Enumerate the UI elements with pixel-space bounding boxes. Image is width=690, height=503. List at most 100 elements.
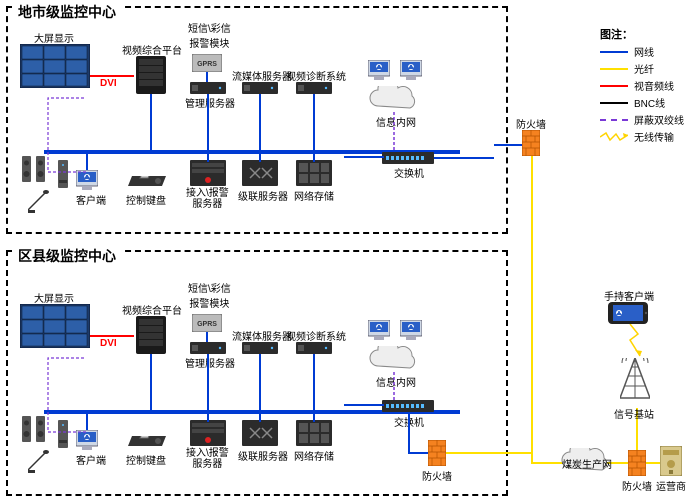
server-alarm-icon (190, 160, 226, 186)
net-drop (86, 154, 88, 170)
speakers-icon (22, 416, 45, 442)
net-drop (313, 94, 315, 150)
server-label: 流媒体服务器 (232, 328, 292, 343)
net-drop (150, 354, 152, 410)
firewall-label: 防火墙 (516, 116, 546, 131)
net-drop (313, 354, 315, 410)
net-drop (86, 414, 88, 430)
server-label: 级联服务器 (238, 188, 288, 203)
basestation-icon (620, 358, 650, 404)
server-cascade-icon (242, 420, 278, 446)
screenwall-label: 大屏显示 (34, 30, 74, 45)
intranet-label: 信息内网 (376, 114, 416, 129)
legend-item: 屏蔽双绞线 (600, 112, 684, 127)
intranet-label: 信息内网 (376, 374, 416, 389)
platform-label: 视频综合平台 (122, 302, 182, 317)
operator-icon (660, 446, 682, 476)
mobile-label: 手持客户端 (604, 288, 654, 303)
dvi-label: DVI (100, 338, 117, 349)
server-icon (296, 82, 332, 94)
sms-label: 短信\彩信 报警模块 (188, 20, 231, 50)
shielded-line (392, 372, 396, 402)
net-bus (344, 404, 384, 406)
net-drop (259, 354, 261, 410)
mic-icon (28, 450, 50, 474)
pc-icon (368, 60, 390, 80)
screenwall-label: 大屏显示 (34, 290, 74, 305)
cloud-icon (368, 86, 420, 114)
server-icon (242, 342, 278, 354)
gprs-icon (192, 314, 222, 332)
dvi-line (90, 75, 134, 77)
net-drop (207, 154, 209, 162)
legend: 图注： 网线 光纤 视音频线 BNC线 屏蔽双绞线 无线传输 (600, 26, 684, 146)
server-label: 级联服务器 (238, 448, 288, 463)
mobile-icon (608, 302, 648, 324)
net-drop (259, 154, 261, 162)
server-icon (242, 82, 278, 94)
net-drop (259, 94, 261, 150)
legend-item: 光纤 (600, 61, 684, 76)
speakers-icon (22, 156, 45, 182)
server-label: 接入\报警 服务器 (186, 448, 229, 470)
cloud-icon (368, 346, 420, 374)
storage-icon (296, 420, 332, 446)
coalnet-label: 煤炭生产网 (562, 456, 612, 471)
net-line (494, 144, 522, 146)
server-label: 网络存储 (294, 188, 334, 203)
fiber-line (531, 144, 533, 464)
legend-item: 网线 (600, 44, 684, 59)
net-line (408, 412, 410, 452)
server-cascade-icon (242, 160, 278, 186)
firewall-label: 防火墙 (622, 478, 652, 493)
shielded-line (392, 112, 396, 152)
platform-icon (136, 56, 166, 94)
firewall-icon (522, 130, 540, 156)
firewall-icon (428, 440, 446, 466)
sms-label: 短信\彩信 报警模块 (188, 280, 231, 310)
city-title: 地市级监控中心 (12, 0, 122, 24)
server-label: 流媒体服务器 (232, 68, 292, 83)
platform-label: 视频综合平台 (122, 42, 182, 57)
server-label: 网络存储 (294, 448, 334, 463)
dvi-line (90, 335, 134, 337)
platform-icon (136, 316, 166, 354)
net-drop (313, 154, 315, 162)
pc-icon (368, 320, 390, 340)
server-label: 接入\报警 服务器 (186, 188, 229, 210)
net-line (434, 157, 494, 159)
screenwall-icon (20, 304, 90, 348)
server-label: 视频诊断系统 (286, 328, 346, 343)
firewall-label: 防火墙 (422, 468, 452, 483)
server-label: 视频诊断系统 (286, 68, 346, 83)
storage-icon (296, 160, 332, 186)
operator-label: 运营商 (656, 478, 686, 493)
legend-item: 视音频线 (600, 78, 684, 93)
pc-icon (400, 320, 422, 340)
wireless-line (626, 324, 646, 358)
gprs-icon (192, 54, 222, 72)
net-bus (344, 156, 384, 158)
switch-label: 交换机 (394, 165, 424, 180)
screenwall-icon (20, 44, 90, 88)
pc-icon (400, 60, 422, 80)
server-label: 管理服务器 (185, 95, 235, 110)
shielded-line (46, 96, 96, 176)
keyboard-icon (128, 436, 168, 452)
firewall-icon (628, 450, 646, 476)
net-drop (207, 354, 209, 410)
legend-title: 图注： (600, 26, 684, 42)
keyboard-icon (128, 176, 168, 192)
fiber-line (446, 452, 532, 454)
net-drop (207, 414, 209, 422)
switch-icon (382, 152, 434, 164)
dvi-label: DVI (100, 78, 117, 89)
net-drop (206, 72, 208, 82)
mic-icon (28, 190, 50, 214)
legend-item: BNC线 (600, 95, 684, 110)
client-label: 客户端 (76, 452, 106, 467)
net-line (408, 452, 428, 454)
legend-item: 无线传输 (600, 129, 684, 144)
net-drop (207, 94, 209, 150)
net-drop (150, 94, 152, 150)
